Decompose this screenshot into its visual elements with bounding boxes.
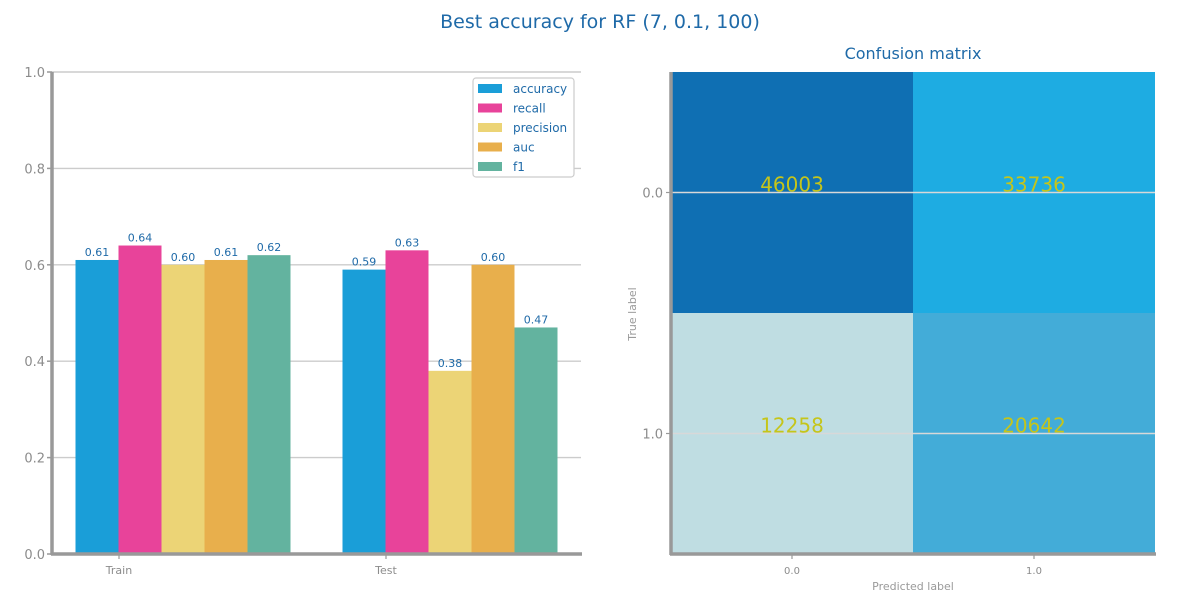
matrix-cell-value: 46003 — [760, 173, 824, 197]
legend-swatch-f1 — [478, 162, 502, 171]
x-tick-label: 0.0 — [784, 566, 800, 577]
y-tick-label: 0.0 — [24, 548, 45, 563]
bar-value-label: 0.59 — [352, 256, 377, 269]
bar-recall — [385, 250, 429, 554]
bar-value-label: 0.47 — [524, 313, 549, 326]
bar-precision — [161, 264, 205, 554]
legend-swatch-accuracy — [478, 84, 502, 93]
bar-chart-bars — [75, 245, 558, 554]
bar-value-label: 0.64 — [128, 232, 153, 245]
confusion-matrix-ticks: 0.0 1.0 0.0 1.0 — [642, 187, 1042, 578]
y-tick-label: 0.8 — [24, 162, 45, 177]
legend-swatch-precision — [478, 123, 502, 132]
bar-value-label: 0.60 — [481, 251, 506, 264]
bar-chart-axes — [50, 72, 582, 556]
bar-f1 — [514, 327, 558, 554]
bar-chart: 0.61 0.59 0.64 0.63 0.60 0.38 0.61 0.60 0.62 0.47… — [24, 66, 582, 577]
bar-value-label: 0.61 — [85, 246, 110, 259]
y-tick-label: 0.6 — [24, 259, 45, 274]
x-tick-label: Test — [374, 564, 397, 577]
y-tick-label: 0.4 — [24, 355, 45, 370]
bar-value-label: 0.38 — [438, 357, 463, 370]
confusion-matrix-axes — [669, 72, 1156, 556]
bar-chart-legend: accuracy recall precision auc f1 — [472, 77, 575, 178]
y-tick-label: 0.0 — [642, 187, 663, 202]
bar-value-label: 0.62 — [257, 241, 282, 254]
bar-value-label: 0.63 — [395, 236, 420, 249]
legend-label-f1: f1 — [513, 160, 525, 174]
confusion-matrix-grid — [671, 191, 1155, 435]
bar-f1 — [247, 255, 291, 554]
bar-chart-ticks: 0.0 0.2 0.4 0.6 0.8 1.0 Train Test — [24, 66, 397, 577]
confusion-matrix-cells — [671, 72, 1155, 554]
confusion-matrix-title: Confusion matrix — [845, 44, 982, 63]
matrix-cell-value: 20642 — [1002, 414, 1066, 438]
legend-label-recall: recall — [513, 102, 546, 116]
x-tick-label: 1.0 — [1026, 566, 1042, 577]
confusion-matrix-ylabel: True label — [626, 287, 639, 341]
y-tick-label: 1.0 — [24, 66, 45, 81]
bar-chart-value-labels: 0.61 0.59 0.64 0.63 0.60 0.38 0.61 0.60 0.62 0.47 — [85, 232, 549, 370]
confusion-matrix-values: 46003 33736 12258 20642 — [760, 173, 1066, 438]
confusion-matrix-chart: Confusion matrix 46003 33736 12258 20642 0.… — [626, 44, 1156, 593]
matrix-cell-value: 12258 — [760, 414, 824, 438]
legend-label-accuracy: accuracy — [513, 82, 567, 96]
legend-swatch-auc — [478, 142, 502, 152]
bar-accuracy — [342, 269, 386, 554]
y-tick-label: 0.2 — [24, 452, 45, 467]
legend-box — [472, 77, 575, 178]
figure-title: Best accuracy for RF (7, 0.1, 100) — [440, 11, 760, 33]
bar-auc — [471, 264, 515, 554]
bar-value-label: 0.60 — [171, 251, 196, 264]
confusion-matrix-xlabel: Predicted label — [872, 580, 954, 593]
legend-swatch-recall — [478, 103, 502, 113]
bar-accuracy — [75, 259, 119, 554]
bar-value-label: 0.61 — [214, 246, 239, 259]
legend-label-auc: auc — [513, 141, 535, 155]
bar-recall — [118, 245, 162, 554]
legend-label-precision: precision — [513, 121, 567, 135]
y-tick-label: 1.0 — [642, 428, 663, 443]
bar-precision — [428, 370, 472, 554]
x-tick-label: Train — [105, 564, 132, 577]
matrix-cell-value: 33736 — [1002, 173, 1066, 197]
bar-auc — [204, 259, 248, 554]
